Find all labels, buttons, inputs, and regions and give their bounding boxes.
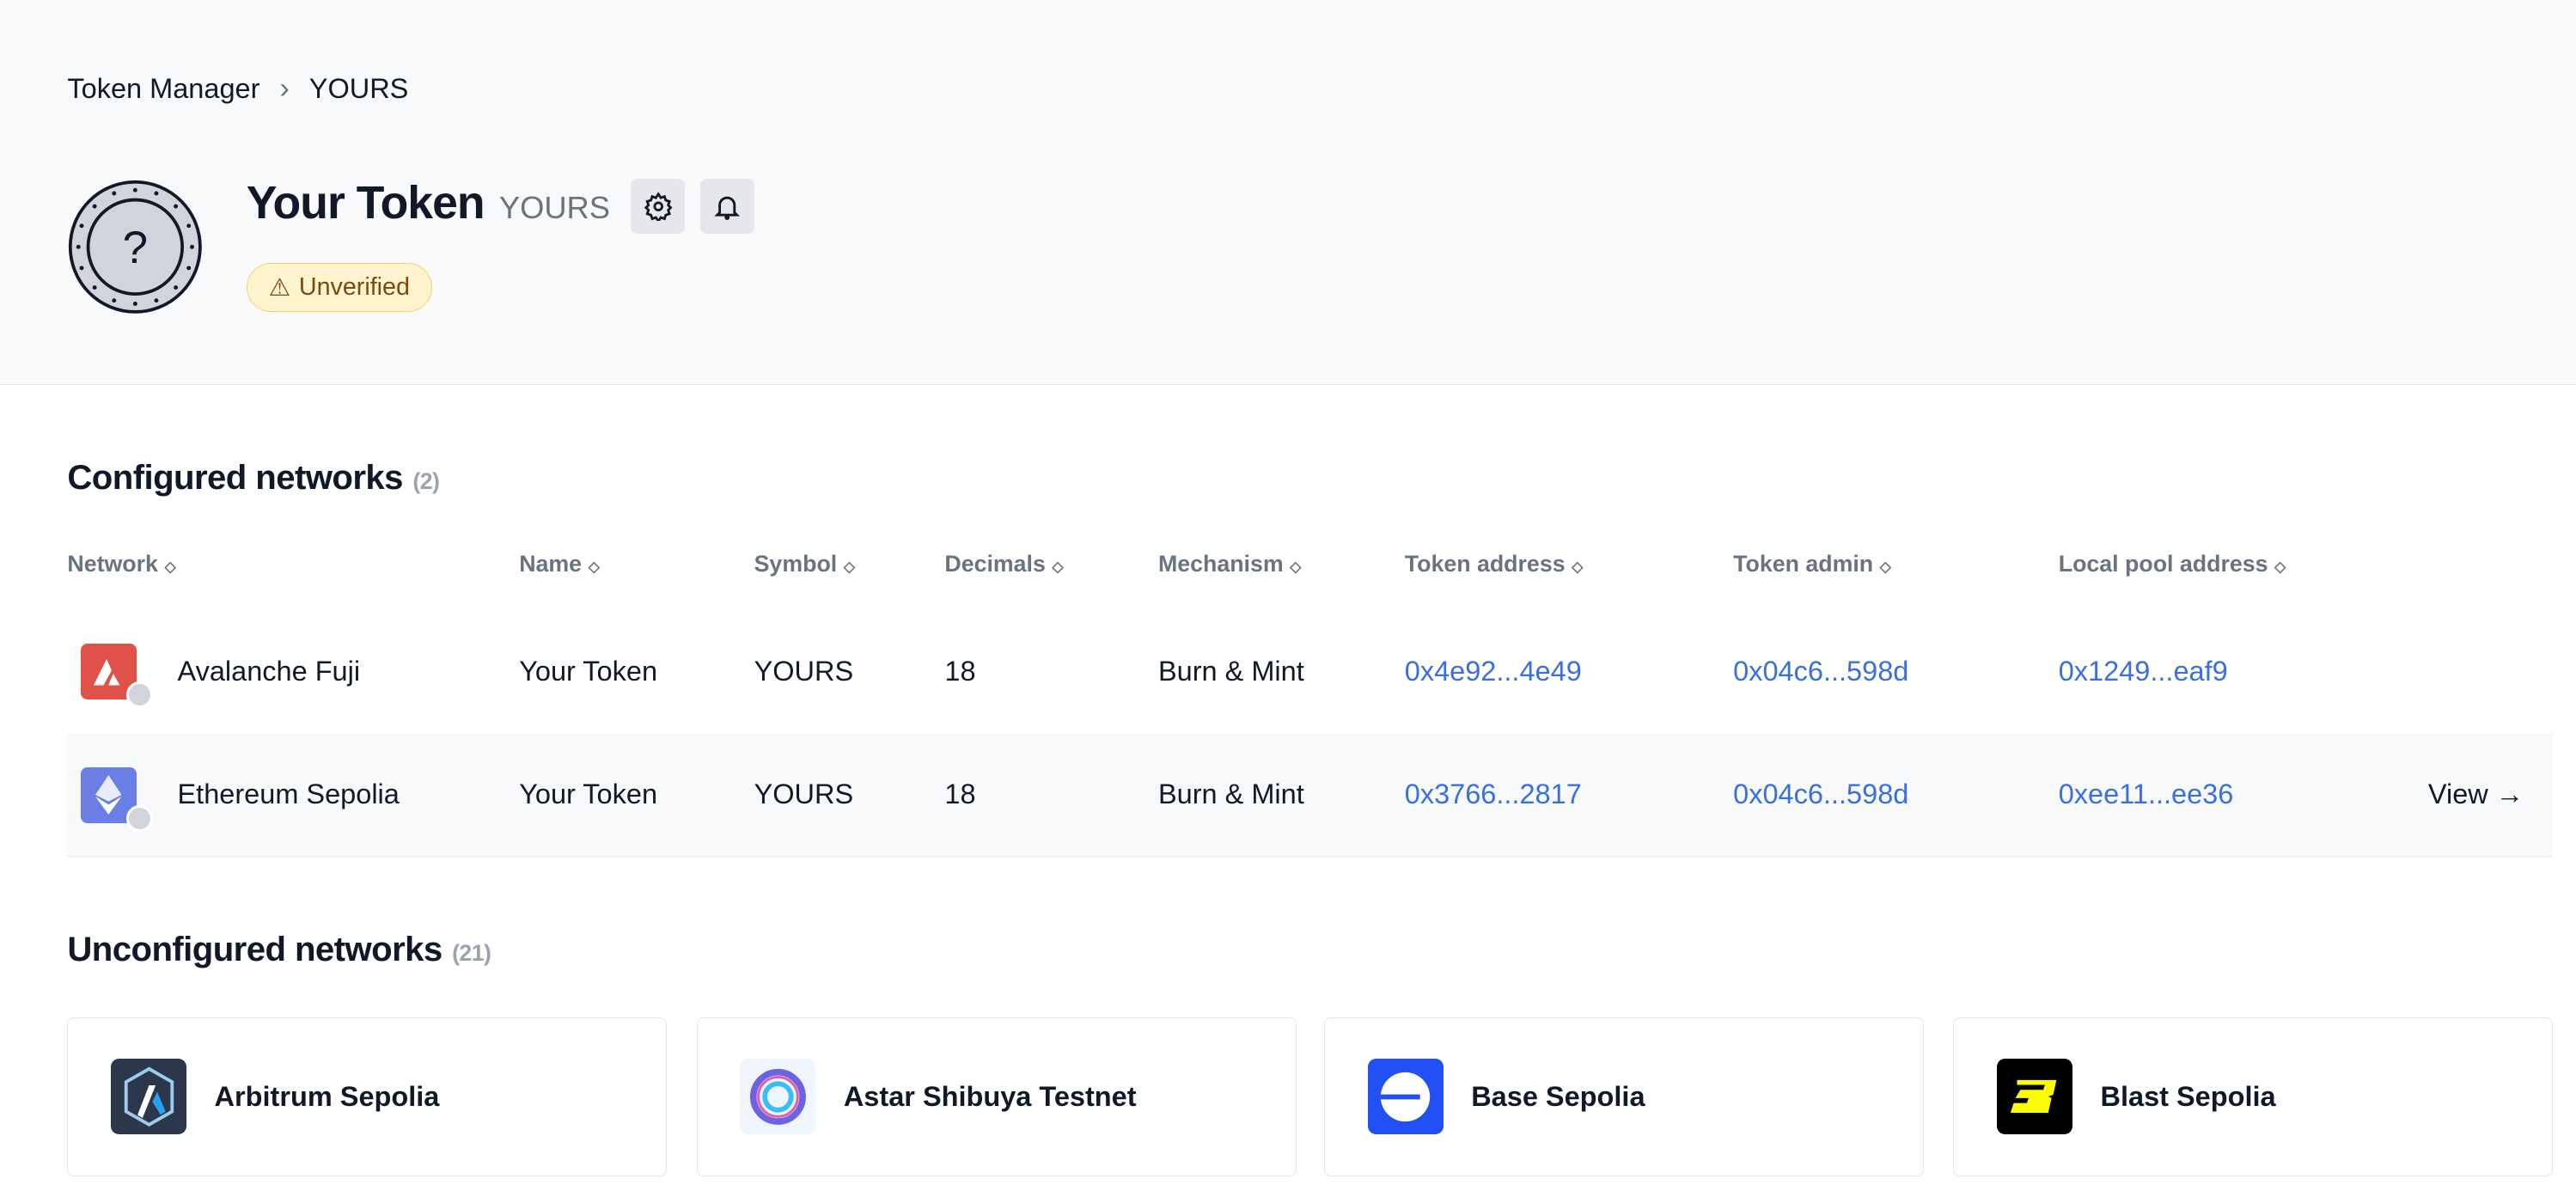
breadcrumb-current: YOURS [308, 73, 409, 105]
token-name: Your Token [246, 178, 485, 229]
settings-button[interactable] [631, 179, 686, 234]
pool-address-link[interactable]: 0x1249...eaf9 [2058, 655, 2228, 687]
col-network[interactable]: Network ◇ [67, 550, 176, 577]
network-card-arbitrum[interactable]: Arbitrum Sepolia [67, 1017, 668, 1176]
status-label: Unverified [298, 273, 410, 302]
sort-icon: ◇ [1052, 557, 1064, 575]
card-label: Blast Sepolia [2100, 1080, 2276, 1112]
token-admin-link[interactable]: 0x04c6...598d [1733, 655, 1909, 687]
gear-icon [644, 192, 673, 222]
bell-icon [714, 196, 740, 220]
network-card-base[interactable]: Base Sepolia [1324, 1017, 1924, 1176]
token-symbol: YOURS [498, 190, 610, 226]
token-title: Your Token YOURS [247, 177, 610, 229]
symbol-cell: YOURS [754, 655, 854, 687]
network-card-astar[interactable]: Astar Shibuya Testnet [696, 1017, 1297, 1176]
astar-icon [740, 1059, 816, 1135]
network-card-blast[interactable]: Blast Sepolia [1953, 1017, 2554, 1176]
pool-address-link[interactable]: 0xee11...ee36 [2058, 778, 2234, 809]
token-address-link[interactable]: 0x4e92...4e49 [1404, 655, 1582, 687]
configured-networks-heading: Configured networks (2) [67, 458, 440, 498]
breadcrumb-root[interactable]: Token Manager [67, 73, 260, 105]
arbitrum-icon [111, 1059, 187, 1135]
mechanism-cell: Burn & Mint [1157, 655, 1304, 687]
sort-icon: ◇ [2274, 557, 2286, 575]
mechanism-cell: Burn & Mint [1157, 778, 1304, 809]
col-name[interactable]: Name ◇ [519, 550, 600, 577]
token-mini-icon [126, 681, 154, 709]
col-token-address[interactable]: Token address ◇ [1404, 550, 1584, 577]
col-symbol[interactable]: Symbol ◇ [754, 550, 856, 577]
table-row[interactable]: Avalanche Fuji Your Token YOURS 18 Burn … [67, 609, 2554, 734]
symbol-cell: YOURS [754, 778, 854, 809]
unknown-token-icon: ? [69, 180, 203, 315]
notifications-button[interactable] [699, 179, 754, 234]
decimals-cell: 18 [944, 778, 976, 809]
token-mini-icon [126, 804, 154, 832]
table-row[interactable]: Ethereum Sepolia Your Token YOURS 18 Bur… [67, 732, 2554, 858]
token-header: Token Manager › YOURS ? Your Token YOURS… [0, 0, 2576, 386]
sort-icon: ◇ [588, 557, 600, 575]
chevron-right-icon: › [279, 72, 290, 106]
sort-icon: ◇ [843, 557, 856, 575]
token-name-cell: Your Token [519, 778, 658, 809]
status-badge: ⚠ Unverified [246, 262, 432, 313]
unconfigured-count: (21) [452, 940, 491, 967]
warning-icon: ⚠ [268, 274, 291, 302]
network-name: Avalanche Fuji [177, 655, 361, 687]
col-mechanism[interactable]: Mechanism ◇ [1157, 550, 1302, 577]
unconfigured-networks-heading: Unconfigured networks (21) [67, 930, 491, 969]
decimals-cell: 18 [944, 655, 976, 687]
sort-icon: ◇ [1290, 557, 1302, 575]
configured-count: (2) [412, 468, 440, 495]
col-decimals[interactable]: Decimals ◇ [944, 550, 1064, 577]
card-label: Astar Shibuya Testnet [843, 1080, 1137, 1112]
card-label: Base Sepolia [1471, 1080, 1645, 1112]
breadcrumb: Token Manager › YOURS [67, 72, 408, 106]
sort-icon: ◇ [1572, 557, 1584, 575]
base-icon [1367, 1059, 1444, 1135]
token-admin-link[interactable]: 0x04c6...598d [1733, 778, 1909, 809]
network-name: Ethereum Sepolia [177, 778, 400, 809]
blast-icon [1997, 1059, 2072, 1135]
col-local-pool[interactable]: Local pool address ◇ [2058, 550, 2286, 577]
token-name-cell: Your Token [519, 655, 658, 687]
view-link[interactable]: View → [2427, 778, 2524, 809]
card-label: Arbitrum Sepolia [214, 1080, 440, 1112]
sort-icon: ◇ [164, 557, 176, 575]
token-address-link[interactable]: 0x3766...2817 [1404, 778, 1582, 809]
sort-icon: ◇ [1879, 557, 1892, 575]
col-token-admin[interactable]: Token admin ◇ [1733, 550, 1892, 577]
svg-text:?: ? [123, 223, 148, 274]
